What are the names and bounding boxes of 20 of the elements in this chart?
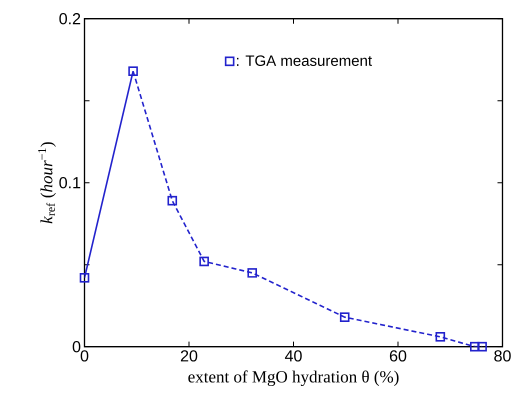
x-axis-title: extent of MgO hydration θ (%) [188, 370, 399, 386]
y-tick-label: 0.2 [59, 13, 80, 24]
x-tick-label: 20 [180, 350, 198, 362]
point [247, 268, 258, 278]
x-tick-label: 40 [284, 350, 302, 362]
legend-label: : TGA measurement [237, 55, 372, 66]
point [199, 256, 209, 266]
x-tick-label: 60 [390, 350, 406, 362]
y-axis-title: k$_{ref}$ (hour$^{−1}$) [38, 142, 56, 224]
y-tick-label: 0.1 [59, 177, 80, 188]
point [436, 332, 446, 342]
point [470, 342, 480, 352]
point [167, 196, 178, 206]
point [80, 273, 90, 283]
point [340, 312, 350, 322]
x-tick-label: 80 [494, 350, 511, 362]
point [128, 66, 138, 76]
y-tick-label: 0 [72, 341, 80, 352]
point [477, 342, 487, 352]
x-tick-label: 0 [80, 350, 88, 362]
